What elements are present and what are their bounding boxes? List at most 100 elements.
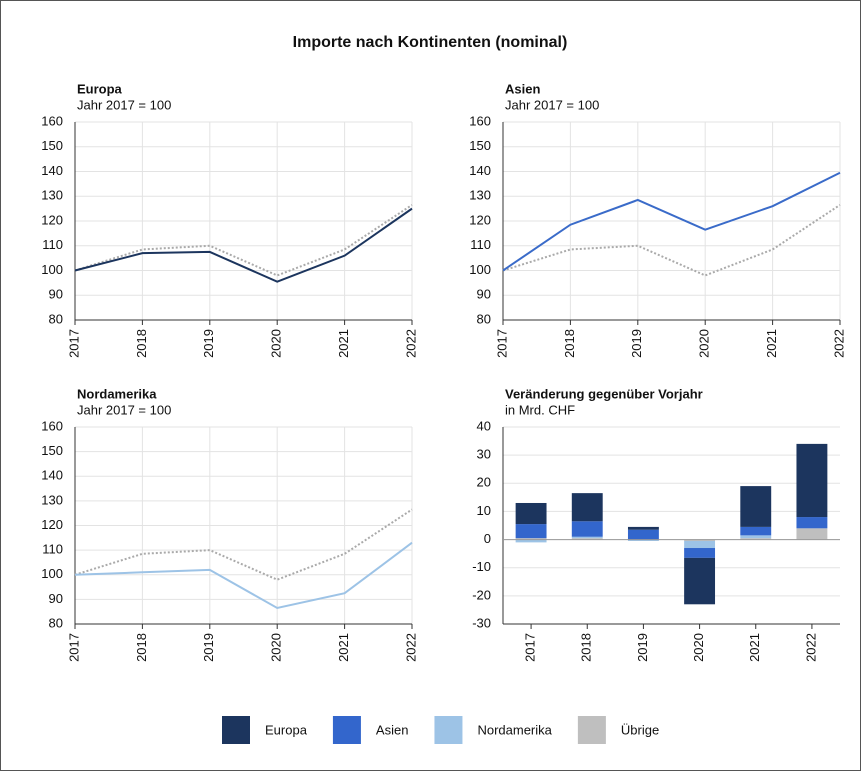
y-tick-label: 160: [41, 113, 63, 128]
x-tick-label: 2017: [523, 633, 538, 662]
bar: [571, 521, 603, 537]
bar: [684, 539, 716, 541]
panel-title: Nordamerika: [77, 386, 157, 401]
legend-swatch: [434, 716, 463, 744]
y-tick-label: 100: [41, 262, 63, 277]
y-tick-label: 100: [41, 566, 63, 581]
x-tick-label: 2018: [134, 329, 149, 358]
y-tick-label: 150: [469, 138, 491, 153]
y-tick-label: 120: [41, 212, 63, 227]
y-tick-label: 150: [41, 138, 63, 153]
x-tick-label: 2022: [803, 633, 818, 662]
panel-title: Europa: [77, 81, 123, 96]
bar: [515, 538, 547, 540]
y-tick-label: 0: [484, 531, 491, 546]
bar: [627, 526, 659, 530]
x-tick-label: 2019: [201, 329, 216, 358]
bar: [740, 535, 772, 539]
x-tick-label: 2020: [697, 329, 712, 358]
y-tick-label: 40: [477, 418, 491, 433]
x-tick-label: 2019: [201, 633, 216, 662]
y-tick-label: -20: [472, 587, 491, 602]
line: [74, 541, 413, 610]
bar: [515, 502, 547, 525]
y-tick-label: 120: [41, 517, 63, 532]
y-tick-label: 90: [49, 591, 63, 606]
y-tick-label: 160: [469, 113, 491, 128]
y-tick-label: 120: [469, 212, 491, 227]
panel-subtitle: Jahr 2017 = 100: [505, 97, 599, 112]
bar: [796, 528, 828, 540]
y-tick-label: 140: [41, 468, 63, 483]
line: [74, 204, 413, 277]
x-tick-label: 2019: [629, 329, 644, 358]
bar: [571, 536, 603, 539]
panel-title: Veränderung gegenüber Vorjahr: [505, 386, 703, 401]
y-tick-label: 10: [477, 503, 491, 518]
y-tick-label: 140: [41, 163, 63, 178]
bar: [684, 548, 716, 558]
x-tick-label: 2022: [403, 329, 418, 358]
y-tick-label: 20: [477, 475, 491, 490]
bar: [796, 443, 828, 518]
bar: [684, 540, 716, 549]
legend-label: Asien: [376, 722, 409, 737]
legend-swatch: [577, 716, 606, 744]
line: [502, 171, 841, 272]
panel-subtitle: Jahr 2017 = 100: [77, 97, 171, 112]
x-tick-label: 2021: [336, 633, 351, 662]
legend-label: Übrige: [621, 722, 659, 737]
x-tick-label: 2022: [403, 633, 418, 662]
x-tick-label: 2018: [562, 329, 577, 358]
line: [74, 508, 413, 581]
y-tick-label: 130: [469, 188, 491, 203]
x-tick-label: 2017: [494, 329, 509, 358]
bar: [627, 529, 659, 540]
y-tick-label: 130: [41, 188, 63, 203]
x-tick-label: 2021: [747, 633, 762, 662]
x-tick-label: 2018: [579, 633, 594, 662]
y-tick-label: 100: [469, 262, 491, 277]
y-tick-label: -10: [472, 559, 491, 574]
x-tick-label: 2019: [635, 633, 650, 662]
y-tick-label: 90: [477, 287, 491, 302]
y-tick-label: 160: [41, 418, 63, 433]
panel-subtitle: Jahr 2017 = 100: [77, 402, 171, 417]
legend-label: Europa: [265, 722, 308, 737]
x-tick-label: 2021: [336, 329, 351, 358]
y-tick-label: 150: [41, 443, 63, 458]
legend-swatch: [332, 716, 361, 744]
y-tick-label: 80: [49, 311, 63, 326]
panel-subtitle: in Mrd. CHF: [505, 402, 575, 417]
y-tick-label: 80: [49, 615, 63, 630]
x-tick-label: 2020: [269, 633, 284, 662]
bar: [684, 557, 716, 605]
bar: [515, 539, 547, 543]
y-tick-label: -30: [472, 615, 491, 630]
bar: [796, 517, 828, 529]
legend-swatch: [222, 716, 250, 744]
line: [502, 204, 841, 277]
bar: [515, 524, 547, 539]
y-tick-label: 140: [469, 163, 491, 178]
y-tick-label: 130: [41, 492, 63, 507]
y-tick-label: 30: [477, 447, 491, 462]
chart-title: Importe nach Kontinenten (nominal): [293, 34, 568, 51]
x-tick-label: 2020: [691, 633, 706, 662]
bar: [740, 486, 772, 527]
y-tick-label: 110: [42, 542, 63, 557]
x-tick-label: 2017: [66, 633, 81, 662]
bar: [627, 539, 659, 541]
x-tick-label: 2017: [66, 329, 81, 358]
legend-label: Nordamerika: [477, 722, 552, 737]
x-tick-label: 2020: [269, 329, 284, 358]
bar: [740, 526, 772, 536]
y-tick-label: 90: [49, 287, 63, 302]
bar: [571, 538, 603, 540]
y-tick-label: 80: [477, 311, 491, 326]
y-tick-label: 110: [470, 237, 491, 252]
x-tick-label: 2021: [764, 329, 779, 358]
x-tick-label: 2022: [831, 329, 846, 358]
